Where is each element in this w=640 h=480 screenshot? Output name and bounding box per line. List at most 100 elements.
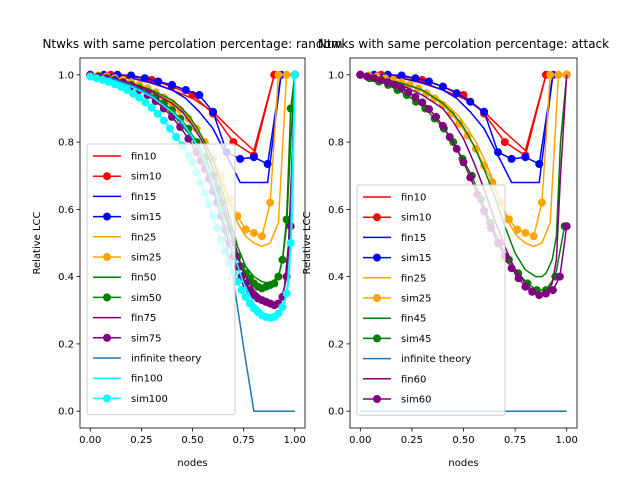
right-legend-label-sim15: sim15 bbox=[401, 253, 431, 264]
right-data-point-sim60 bbox=[445, 133, 454, 141]
left-ticks: 0.00 0.25 0.50 0.75 1.00 0.0 0.2 0.4 0.6 0.8 1.0 bbox=[58, 70, 306, 446]
left-data-point-sim15 bbox=[195, 91, 204, 99]
left-data-point-sim100 bbox=[92, 74, 101, 83]
left-data-point-sim15 bbox=[154, 77, 163, 86]
right-series-line-sim15 bbox=[360, 74, 567, 165]
right-data-point-sim15 bbox=[507, 154, 516, 163]
right-data-point-sim15 bbox=[452, 89, 461, 98]
left-data-point-sim50 bbox=[282, 215, 291, 224]
right-data-point-sim60 bbox=[555, 272, 564, 281]
left-legend-label-infinite-theory: infinite theory bbox=[131, 354, 201, 365]
right-data-point-sim60 bbox=[377, 75, 385, 84]
right-legend-label-infinite-theory: infinite theory bbox=[401, 354, 471, 365]
left-data-point-sim100 bbox=[104, 77, 113, 86]
left-x-tick-label: 0.75 bbox=[233, 435, 255, 446]
right-data-point-sim60 bbox=[383, 78, 392, 87]
right-legend-marker-sim10 bbox=[373, 213, 381, 222]
right-subplot: 0.00 0.25 0.50 0.75 1.00 0.0 0.2 0.4 0.6 0.8 1.0 N… bbox=[302, 37, 609, 469]
right-data-point-sim60 bbox=[528, 287, 537, 296]
left-x-axis-label: nodes bbox=[177, 458, 207, 469]
right-data-point-sim60 bbox=[390, 80, 399, 89]
left-data-point-sim25 bbox=[266, 198, 275, 207]
left-data-point-sim100 bbox=[86, 72, 95, 81]
right-data-point-sim15 bbox=[425, 77, 433, 86]
left-data-point-sim25 bbox=[241, 225, 250, 234]
left-legend-label-fin75: fin75 bbox=[131, 313, 156, 324]
right-data-point-sim60 bbox=[452, 144, 461, 153]
right-y-tick-label: 0.2 bbox=[328, 339, 344, 350]
right-data-point-sim60 bbox=[404, 88, 413, 97]
left-data-point-sim15 bbox=[236, 154, 245, 163]
right-y-tick-label: 0.8 bbox=[328, 138, 344, 149]
left-legend-marker-sim50 bbox=[103, 293, 111, 302]
right-data-point-sim60 bbox=[548, 286, 557, 295]
left-y-axis-label: Relative LCC bbox=[32, 211, 43, 274]
right-data-point-sim25 bbox=[521, 228, 530, 237]
right-legend-marker-sim25 bbox=[373, 294, 381, 302]
right-data-point-sim60 bbox=[370, 74, 379, 83]
left-y-tick-label: 0.8 bbox=[58, 138, 74, 149]
right-chart-title: Ntwks with same percolation percentage: … bbox=[318, 37, 609, 51]
right-data-point-sim25 bbox=[546, 70, 555, 79]
right-x-tick-label: 0.75 bbox=[504, 435, 526, 446]
left-data-point-sim100 bbox=[110, 80, 119, 89]
right-legend: fin10 sim10 fin15 sim15 fin25 sim25 fin45 sim45… bbox=[356, 184, 506, 416]
right-data-point-sim25 bbox=[529, 232, 538, 241]
left-data-point-sim100 bbox=[153, 109, 162, 118]
left-x-tick-label: 0.00 bbox=[79, 435, 101, 446]
left-legend-label-fin100: fin100 bbox=[131, 374, 163, 385]
left-legend-label-fin10: fin10 bbox=[131, 152, 156, 163]
left-data-point-sim15 bbox=[140, 74, 149, 83]
right-data-point-sim15 bbox=[438, 82, 447, 91]
left-data-point-sim50 bbox=[168, 106, 176, 115]
left-y-tick-label: 0.4 bbox=[58, 272, 74, 283]
right-ticks: 0.00 0.25 0.50 0.75 1.00 0.0 0.2 0.4 0.6 0.8 1.0 bbox=[328, 70, 578, 446]
left-data-point-sim100 bbox=[123, 86, 131, 94]
left-legend-marker-sim10 bbox=[103, 172, 111, 181]
right-data-point-sim25 bbox=[537, 198, 546, 207]
right-legend-label-sim10: sim10 bbox=[401, 213, 431, 224]
right-x-tick-label: 1.00 bbox=[556, 435, 578, 446]
left-data-point-sim100 bbox=[274, 309, 283, 318]
right-data-point-sim60 bbox=[397, 84, 406, 93]
left-subplot: 0.00 0.25 0.50 0.75 1.00 0.0 0.2 0.4 0.6 0.8 1.0 N… bbox=[32, 37, 343, 469]
right-y-tick-label: 0.4 bbox=[328, 272, 344, 283]
right-data-point-sim15 bbox=[397, 71, 406, 80]
left-legend-label-fin50: fin50 bbox=[131, 273, 156, 284]
left-legend-label-sim50: sim50 bbox=[131, 293, 161, 304]
right-x-axis-label: nodes bbox=[448, 458, 478, 469]
right-data-point-sim60 bbox=[432, 112, 441, 121]
right-data-point-sim60 bbox=[425, 105, 433, 114]
left-legend-marker-sim100 bbox=[103, 394, 111, 403]
left-legend-label-sim100: sim100 bbox=[131, 394, 168, 405]
left-series-line-sim15 bbox=[90, 74, 295, 165]
left-legend: fin10 sim10 fin15 sim15 fin25 sim25 fin50 sim50… bbox=[86, 143, 236, 416]
left-data-point-sim50 bbox=[270, 279, 279, 288]
right-x-tick-label: 0.00 bbox=[349, 435, 371, 446]
left-data-point-sim100 bbox=[282, 289, 291, 298]
left-data-point-sim100 bbox=[141, 98, 150, 107]
left-data-point-sim100 bbox=[241, 292, 250, 301]
left-legend-label-sim25: sim25 bbox=[131, 253, 161, 264]
right-legend-label-fin60: fin60 bbox=[401, 374, 426, 385]
right-data-point-sim60 bbox=[363, 72, 372, 81]
left-legend-label-fin25: fin25 bbox=[131, 232, 156, 243]
left-data-point-sim100 bbox=[290, 70, 299, 79]
left-data-point-sim100 bbox=[278, 302, 287, 311]
right-legend-label-sim60: sim60 bbox=[401, 395, 431, 406]
left-data-point-sim25 bbox=[274, 70, 283, 79]
right-x-tick-label: 0.25 bbox=[401, 435, 423, 446]
right-data-point-sim15 bbox=[466, 97, 475, 106]
right-legend-label-fin10: fin10 bbox=[401, 193, 426, 204]
left-data-point-sim50 bbox=[274, 272, 283, 281]
left-data-point-sim100 bbox=[159, 116, 168, 125]
right-y-tick-label: 0.0 bbox=[328, 407, 344, 418]
left-data-point-sim15 bbox=[209, 107, 217, 116]
left-y-tick-label: 0.2 bbox=[58, 339, 74, 350]
right-data-point-sim25 bbox=[504, 215, 513, 224]
left-x-tick-label: 1.00 bbox=[284, 435, 306, 446]
right-data-point-sim10 bbox=[500, 138, 509, 147]
right-legend-label-fin25: fin25 bbox=[401, 273, 426, 284]
right-data-point-sim60 bbox=[459, 158, 468, 167]
right-legend-marker-sim60 bbox=[373, 395, 381, 403]
